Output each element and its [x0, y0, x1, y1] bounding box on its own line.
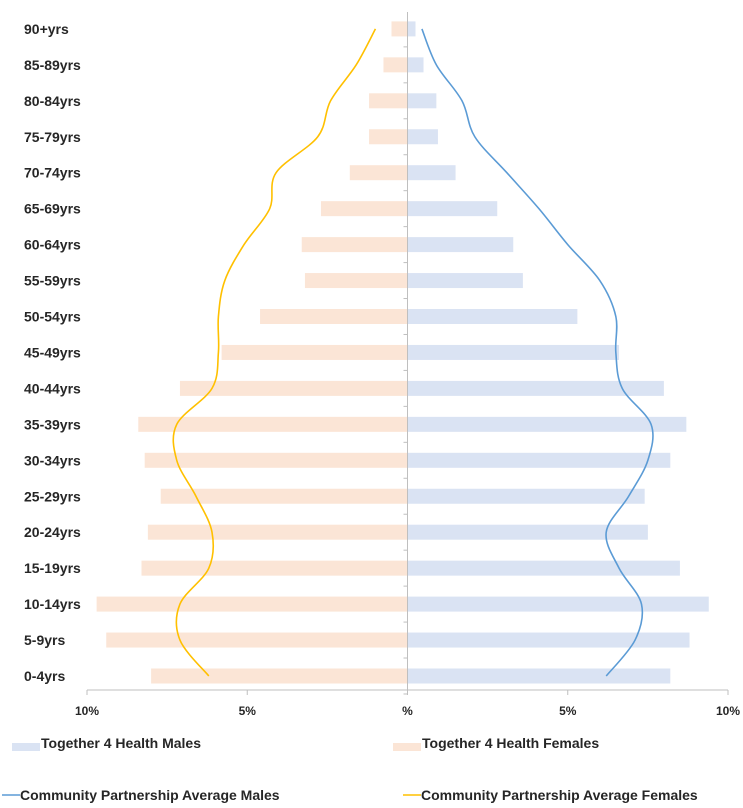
bar-females-45-49yrs [221, 344, 408, 360]
category-label-0-4yrs: 0-4yrs [24, 668, 65, 684]
bar-females-60-64yrs [301, 237, 408, 253]
bar-females-25-29yrs [160, 488, 408, 504]
line-community-males [421, 28, 654, 677]
category-label-10-14yrs: 10-14yrs [24, 596, 81, 612]
bar-males-70-74yrs [407, 165, 456, 181]
bar-males-20-24yrs [407, 524, 648, 540]
bar-females-90+yrs [391, 21, 408, 37]
category-label-60-64yrs: 60-64yrs [24, 237, 81, 253]
bars-layer [96, 21, 709, 684]
x-tick-label: 5% [559, 704, 577, 718]
bar-females-50-54yrs [260, 309, 408, 324]
category-label-30-34yrs: 30-34yrs [24, 452, 81, 468]
category-label-20-24yrs: 20-24yrs [24, 524, 81, 540]
legend-item-3: Community Partnership Average Males [2, 787, 280, 803]
legend-label: Community Partnership Average Females [421, 787, 698, 803]
x-tick-label: 10% [716, 704, 740, 718]
x-tick-label: 5% [239, 704, 257, 718]
bar-males-75-79yrs [407, 129, 438, 145]
bar-females-80-84yrs [369, 93, 408, 109]
bar-males-50-54yrs [407, 309, 578, 324]
legend-label: Together 4 Health Males [41, 735, 201, 751]
lines-layer [172, 28, 654, 677]
bar-males-40-44yrs [407, 380, 664, 396]
x-tick-label: % [402, 704, 413, 718]
line-community-females [172, 28, 377, 677]
bar-males-60-64yrs [407, 237, 514, 253]
bar-males-35-39yrs [407, 416, 687, 432]
legend-item-2: Together 4 Health Females [393, 735, 599, 751]
bar-males-45-49yrs [407, 344, 620, 360]
category-label-70-74yrs: 70-74yrs [24, 165, 81, 181]
legend-swatch [393, 743, 421, 751]
bar-males-85-89yrs [407, 57, 424, 73]
bar-females-20-24yrs [147, 524, 408, 540]
axis-layer [86, 12, 729, 695]
bar-males-55-59yrs [407, 273, 523, 289]
bar-females-40-44yrs [179, 380, 408, 396]
category-label-5-9yrs: 5-9yrs [24, 632, 65, 648]
bar-females-10-14yrs [96, 596, 408, 612]
legend: Together 4 Health Males Together 4 Health… [2, 735, 698, 803]
bar-males-0-4yrs [407, 668, 671, 684]
bar-females-0-4yrs [151, 668, 408, 684]
category-label-75-79yrs: 75-79yrs [24, 129, 81, 145]
category-label-85-89yrs: 85-89yrs [24, 57, 81, 73]
legend-label: Community Partnership Average Males [20, 787, 280, 803]
category-label-35-39yrs: 35-39yrs [24, 416, 81, 432]
category-label-65-69yrs: 65-69yrs [24, 201, 81, 217]
category-label-45-49yrs: 45-49yrs [24, 344, 81, 360]
bar-females-75-79yrs [369, 129, 408, 145]
bar-males-65-69yrs [407, 201, 498, 217]
bar-females-30-34yrs [144, 452, 408, 468]
bar-males-25-29yrs [407, 488, 645, 504]
bar-females-35-39yrs [138, 416, 408, 432]
bar-males-30-34yrs [407, 452, 671, 468]
bar-females-5-9yrs [106, 632, 408, 648]
bar-males-10-14yrs [407, 596, 709, 612]
bar-females-70-74yrs [349, 165, 408, 181]
legend-item-4: Community Partnership Average Females [403, 787, 698, 803]
category-label-80-84yrs: 80-84yrs [24, 93, 81, 109]
bar-females-55-59yrs [304, 273, 408, 289]
legend-item-1: Together 4 Health Males [12, 735, 201, 751]
bar-males-90+yrs [407, 21, 416, 37]
category-label-15-19yrs: 15-19yrs [24, 560, 81, 576]
bar-males-80-84yrs [407, 93, 437, 109]
x-tick-label: 10% [75, 704, 99, 718]
bar-females-85-89yrs [383, 57, 408, 73]
category-label-40-44yrs: 40-44yrs [24, 380, 81, 396]
bar-females-15-19yrs [141, 560, 408, 576]
labels-layer: 10% 5%% 5% 10% 0-4yrs 5-9yrs 10-14yrs 15-19yrs 2… [24, 21, 740, 718]
bar-males-15-19yrs [407, 560, 680, 576]
legend-swatch [12, 743, 40, 751]
category-label-25-29yrs: 25-29yrs [24, 488, 81, 504]
category-label-90+yrs: 90+yrs [24, 21, 69, 37]
category-label-50-54yrs: 50-54yrs [24, 309, 81, 325]
legend-label: Together 4 Health Females [422, 735, 599, 751]
bar-females-65-69yrs [320, 201, 408, 217]
category-label-55-59yrs: 55-59yrs [24, 273, 81, 289]
bar-males-5-9yrs [407, 632, 690, 648]
